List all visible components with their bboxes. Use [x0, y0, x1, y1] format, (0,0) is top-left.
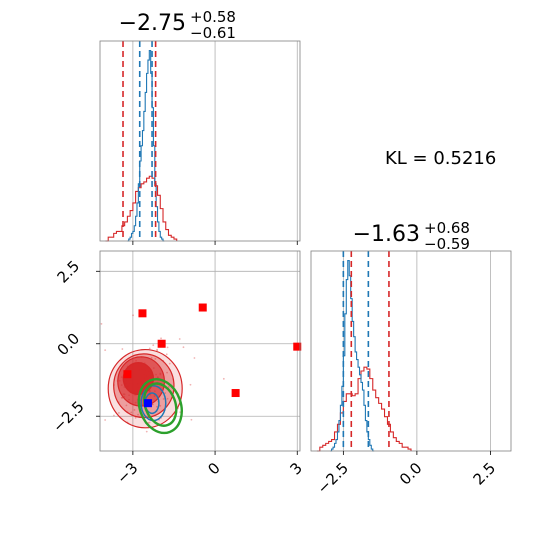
bl-sample-point [168, 362, 171, 365]
bl-x-label-2: 3 [287, 459, 306, 478]
br-title-sub: −0.59 [424, 235, 470, 253]
bl-y-label-0: −2.5 [49, 397, 87, 435]
br-blue-hist [330, 259, 375, 452]
bl-red-marker-3 [123, 370, 132, 379]
bl-red-marker-4 [231, 389, 240, 398]
tl-red-hist [105, 175, 178, 242]
bl-sample-point [156, 348, 158, 351]
bl-sample-point [165, 353, 168, 356]
bl-sample-point [132, 314, 134, 317]
bl-sample-point [134, 416, 137, 419]
bl-sample-point [193, 357, 196, 359]
bl-sample-point [104, 349, 107, 351]
panel-top-left: −2.75 +0.58 −0.61 [99, 8, 301, 245]
bl-sample-point [118, 412, 120, 414]
bl-frame [99, 250, 301, 452]
br-title: −1.63 +0.68 −0.59 [353, 219, 470, 253]
tl-blue-hist [127, 49, 165, 242]
bl-sample-point [133, 409, 136, 411]
bl-sample-point [164, 392, 167, 394]
bl-green-contour-1 [137, 378, 183, 435]
bl-red-marker-0 [138, 309, 147, 318]
bl-sample-point [148, 421, 151, 424]
bl-sample-point [178, 338, 181, 340]
bl-sample-point [160, 337, 162, 340]
br-x-label-1: 0.0 [396, 459, 426, 489]
bl-sample-point [182, 346, 185, 349]
bl-sample-point [166, 397, 169, 400]
bl-y-label-2: 2.5 [54, 257, 84, 287]
bl-sample-point [137, 413, 139, 416]
panel-bottom-right: −2.5 0.0 2.5 −1.63 +0.68 −0.59 [310, 219, 512, 498]
bl-sample-point [148, 347, 151, 350]
tl-title-sup: +0.58 [190, 8, 236, 26]
bl-sample-point [222, 377, 225, 380]
bl-sample-point [162, 398, 165, 400]
bl-sample-point [190, 418, 193, 421]
br-red-hist [316, 366, 412, 452]
bl-red-contour-3 [122, 361, 155, 396]
bl-red-marker-5 [293, 342, 302, 351]
bl-sample-point [100, 322, 103, 325]
bl-sample-point [159, 404, 162, 407]
bl-sample-point [152, 344, 155, 347]
bl-sample-point [166, 371, 168, 374]
tl-title-sub: −0.61 [190, 24, 236, 42]
br-title-sup: +0.68 [424, 219, 470, 237]
bl-sample-point [167, 385, 170, 388]
bl-sample-point [151, 403, 154, 406]
bl-sample-point [113, 414, 115, 417]
tl-title: −2.75 +0.58 −0.61 [119, 8, 236, 42]
bl-sample-point [125, 404, 128, 407]
br-title-main: −1.63 [353, 222, 420, 247]
bl-sample-point [154, 358, 157, 360]
bl-sample-point [166, 346, 169, 349]
bl-sample-point [150, 356, 153, 359]
bl-sample-point [121, 348, 124, 350]
bl-sample-point [189, 383, 192, 386]
kl-label: KL = 0.5216 [385, 148, 496, 169]
tl-frame [99, 40, 301, 242]
bl-sample-point [156, 405, 158, 408]
bl-sample-point [145, 430, 148, 433]
br-frame [310, 250, 512, 452]
bl-x-label-0: −3 [113, 459, 141, 487]
bl-red-marker-1 [157, 339, 166, 348]
bl-sample-point [104, 419, 107, 421]
panel-bottom-left: −3 0 3 −2.5 0.0 2.5 [49, 250, 306, 487]
br-x-label-2: 2.5 [470, 459, 500, 489]
bl-x-label-1: 0 [204, 459, 223, 478]
tl-title-main: −2.75 [119, 11, 186, 36]
bl-sample-point [120, 396, 123, 399]
bl-red-marker-2 [198, 303, 207, 312]
br-x-label-0: −2.5 [314, 459, 352, 497]
bl-green-contour-0 [143, 382, 178, 427]
bl-sample-point [130, 411, 133, 414]
bl-blue-marker-0 [143, 399, 152, 408]
bl-y-label-1: 0.0 [54, 329, 84, 359]
